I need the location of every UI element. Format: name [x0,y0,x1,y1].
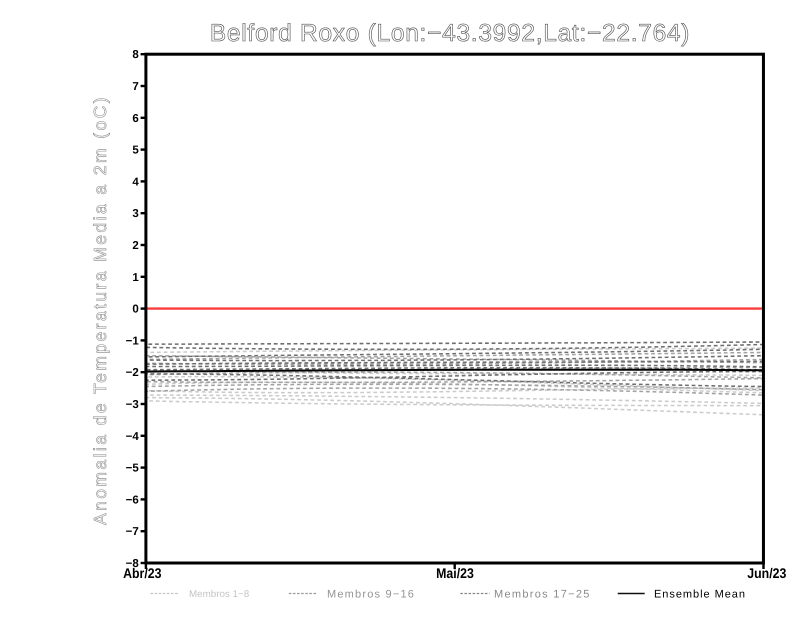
svg-text:4: 4 [132,176,139,188]
svg-text:Mai/23: Mai/23 [436,565,474,581]
svg-text:−1: −1 [126,335,140,347]
svg-text:−4: −4 [126,431,140,443]
svg-text:Membros 9−16: Membros 9−16 [327,589,415,601]
svg-text:8: 8 [132,49,139,61]
svg-text:Belford Roxo (Lon:−43.3992,Lat: Belford Roxo (Lon:−43.3992,Lat:−22.764) [210,20,690,47]
svg-text:−7: −7 [126,526,139,538]
svg-text:−5: −5 [126,463,140,475]
svg-text:6: 6 [132,113,138,125]
svg-text:Abr/23: Abr/23 [123,565,162,581]
svg-text:Membros 1−8: Membros 1−8 [189,589,250,600]
svg-text:0: 0 [132,304,138,316]
svg-text:Anomalia de Temperatura Media: Anomalia de Temperatura Media a 2m (oC) [90,95,110,525]
svg-text:3: 3 [132,208,138,220]
svg-text:Ensemble Mean: Ensemble Mean [654,589,746,601]
svg-text:−6: −6 [126,494,139,506]
svg-text:Membros 17−25: Membros 17−25 [494,589,591,601]
svg-text:−3: −3 [126,399,139,411]
svg-text:−2: −2 [126,367,139,379]
svg-text:1: 1 [132,272,139,284]
svg-text:5: 5 [132,145,139,157]
svg-text:7: 7 [132,81,138,93]
svg-text:2: 2 [132,240,138,252]
svg-text:−8: −8 [126,558,140,570]
svg-text:Jun/23: Jun/23 [747,565,786,581]
